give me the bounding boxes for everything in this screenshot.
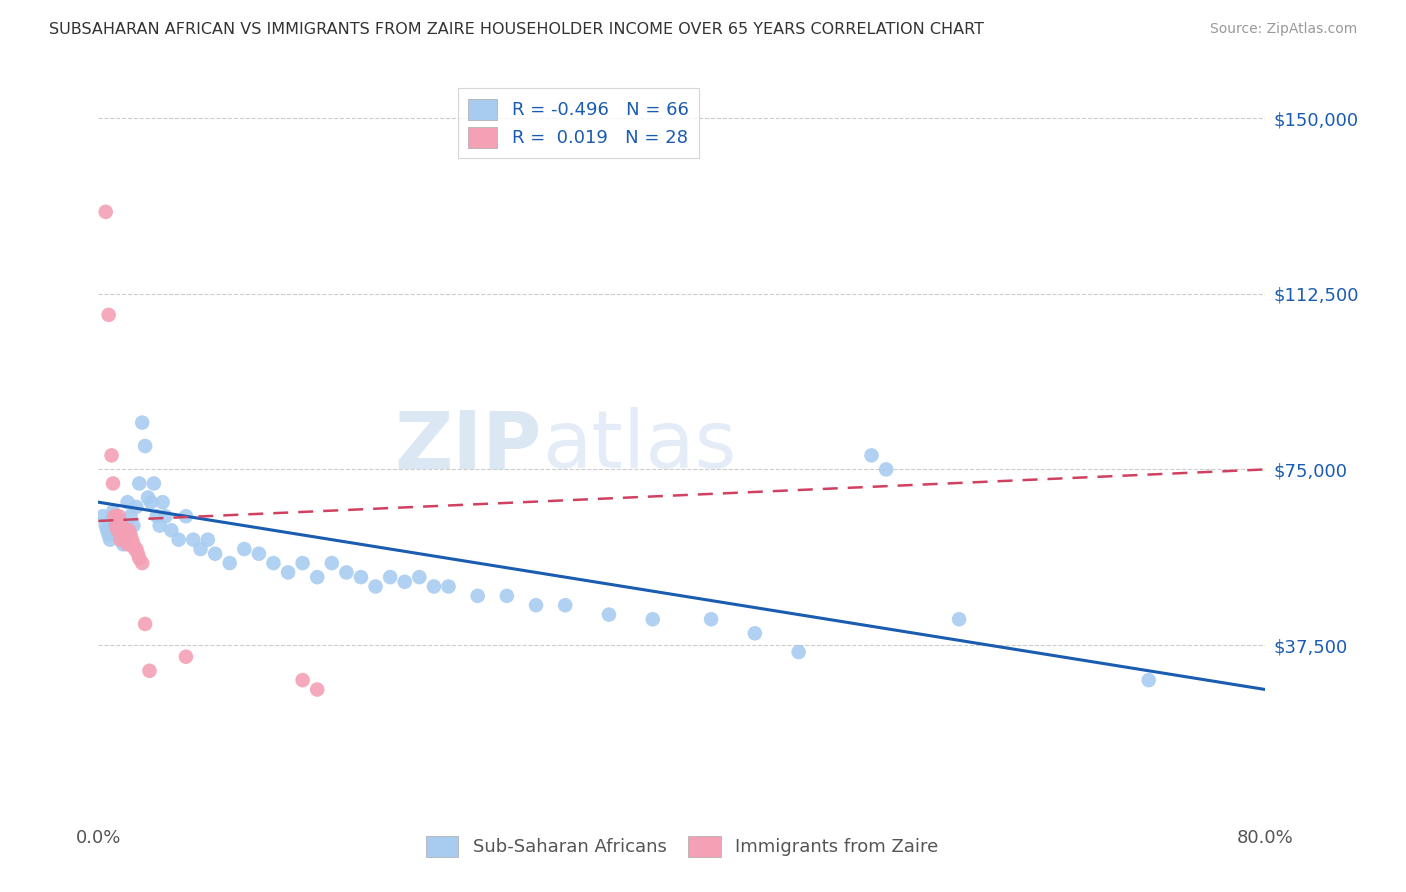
Point bbox=[307, 570, 329, 584]
Text: ZIP: ZIP bbox=[395, 407, 541, 485]
Point bbox=[787, 645, 810, 659]
Point bbox=[96, 523, 118, 537]
Point bbox=[291, 556, 314, 570]
Point bbox=[181, 533, 204, 547]
Point bbox=[100, 514, 122, 528]
Point bbox=[117, 537, 139, 551]
Point bbox=[131, 556, 153, 570]
Point bbox=[496, 589, 519, 603]
Point bbox=[94, 518, 117, 533]
Point bbox=[114, 528, 136, 542]
Point bbox=[364, 580, 387, 594]
Point bbox=[124, 542, 146, 557]
Point bbox=[394, 574, 416, 589]
Point bbox=[103, 518, 125, 533]
Point bbox=[233, 542, 256, 557]
Point bbox=[125, 542, 148, 557]
Text: SUBSAHARAN AFRICAN VS IMMIGRANTS FROM ZAIRE HOUSEHOLDER INCOME OVER 65 YEARS COR: SUBSAHARAN AFRICAN VS IMMIGRANTS FROM ZA… bbox=[49, 22, 984, 37]
Point bbox=[307, 682, 329, 697]
Point bbox=[105, 523, 128, 537]
Point bbox=[105, 523, 128, 537]
Point bbox=[138, 664, 160, 678]
Point bbox=[101, 476, 124, 491]
Point bbox=[598, 607, 620, 622]
Point bbox=[112, 523, 135, 537]
Text: Source: ZipAtlas.com: Source: ZipAtlas.com bbox=[1209, 22, 1357, 37]
Point bbox=[139, 495, 162, 509]
Point bbox=[155, 509, 177, 524]
Point bbox=[860, 449, 883, 463]
Point bbox=[104, 518, 127, 533]
Point bbox=[121, 533, 143, 547]
Point bbox=[197, 533, 219, 547]
Point bbox=[101, 505, 124, 519]
Point bbox=[875, 462, 897, 476]
Point bbox=[437, 580, 460, 594]
Point bbox=[111, 518, 134, 533]
Point bbox=[127, 547, 149, 561]
Point bbox=[204, 547, 226, 561]
Point bbox=[136, 491, 159, 505]
Point bbox=[190, 542, 212, 557]
Point bbox=[118, 523, 141, 537]
Point bbox=[117, 495, 139, 509]
Point bbox=[125, 500, 148, 514]
Point bbox=[524, 599, 547, 613]
Point bbox=[120, 509, 142, 524]
Point bbox=[115, 528, 138, 542]
Point bbox=[335, 566, 357, 580]
Point bbox=[134, 617, 156, 632]
Point bbox=[146, 509, 169, 524]
Point bbox=[103, 509, 125, 524]
Point bbox=[321, 556, 343, 570]
Point bbox=[641, 612, 664, 626]
Point bbox=[247, 547, 270, 561]
Point bbox=[115, 533, 138, 547]
Point bbox=[408, 570, 430, 584]
Point bbox=[108, 509, 131, 524]
Point bbox=[380, 570, 402, 584]
Point bbox=[149, 518, 172, 533]
Point bbox=[948, 612, 970, 626]
Point bbox=[108, 528, 131, 542]
Point bbox=[128, 476, 150, 491]
Point bbox=[120, 528, 142, 542]
Point bbox=[114, 523, 136, 537]
Point bbox=[97, 528, 120, 542]
Point bbox=[142, 476, 165, 491]
Point bbox=[122, 518, 145, 533]
Point bbox=[167, 533, 190, 547]
Point bbox=[350, 570, 373, 584]
Point bbox=[110, 533, 132, 547]
Point bbox=[160, 523, 183, 537]
Point bbox=[104, 509, 127, 524]
Point bbox=[122, 537, 145, 551]
Point bbox=[174, 649, 197, 664]
Point bbox=[700, 612, 723, 626]
Point bbox=[744, 626, 766, 640]
Point bbox=[111, 518, 134, 533]
Point bbox=[152, 495, 174, 509]
Legend: Sub-Saharan Africans, Immigrants from Zaire: Sub-Saharan Africans, Immigrants from Za… bbox=[419, 829, 945, 864]
Point bbox=[218, 556, 240, 570]
Point bbox=[277, 566, 299, 580]
Point bbox=[262, 556, 284, 570]
Point bbox=[128, 551, 150, 566]
Point bbox=[110, 533, 132, 547]
Point bbox=[98, 533, 121, 547]
Point bbox=[91, 509, 114, 524]
Point bbox=[134, 439, 156, 453]
Point bbox=[112, 537, 135, 551]
Point bbox=[291, 673, 314, 688]
Point bbox=[131, 416, 153, 430]
Point bbox=[174, 509, 197, 524]
Point bbox=[100, 449, 122, 463]
Point bbox=[554, 599, 576, 613]
Point bbox=[94, 205, 117, 219]
Point bbox=[423, 580, 446, 594]
Text: atlas: atlas bbox=[541, 407, 737, 485]
Point bbox=[1137, 673, 1160, 688]
Point bbox=[467, 589, 489, 603]
Point bbox=[97, 308, 120, 322]
